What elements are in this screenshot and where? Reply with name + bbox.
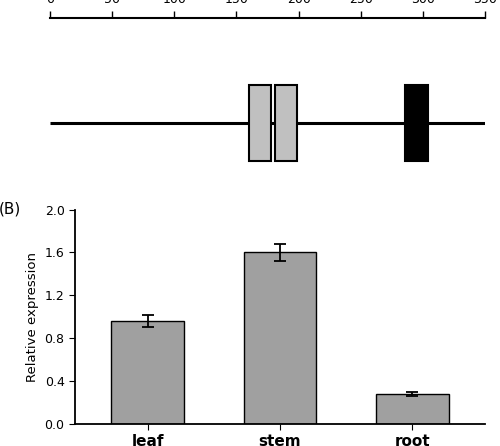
Bar	[112, 321, 184, 424]
Bar	[406, 85, 428, 161]
Y-axis label: Relative expression: Relative expression	[26, 252, 39, 382]
Text: (B): (B)	[0, 201, 22, 216]
Bar	[275, 85, 297, 161]
Bar	[249, 85, 271, 161]
Bar	[376, 394, 448, 424]
Bar	[244, 252, 316, 424]
Legend: Low  complexity, C2H2 zinc finger: Low complexity, C2H2 zinc finger	[90, 260, 375, 274]
